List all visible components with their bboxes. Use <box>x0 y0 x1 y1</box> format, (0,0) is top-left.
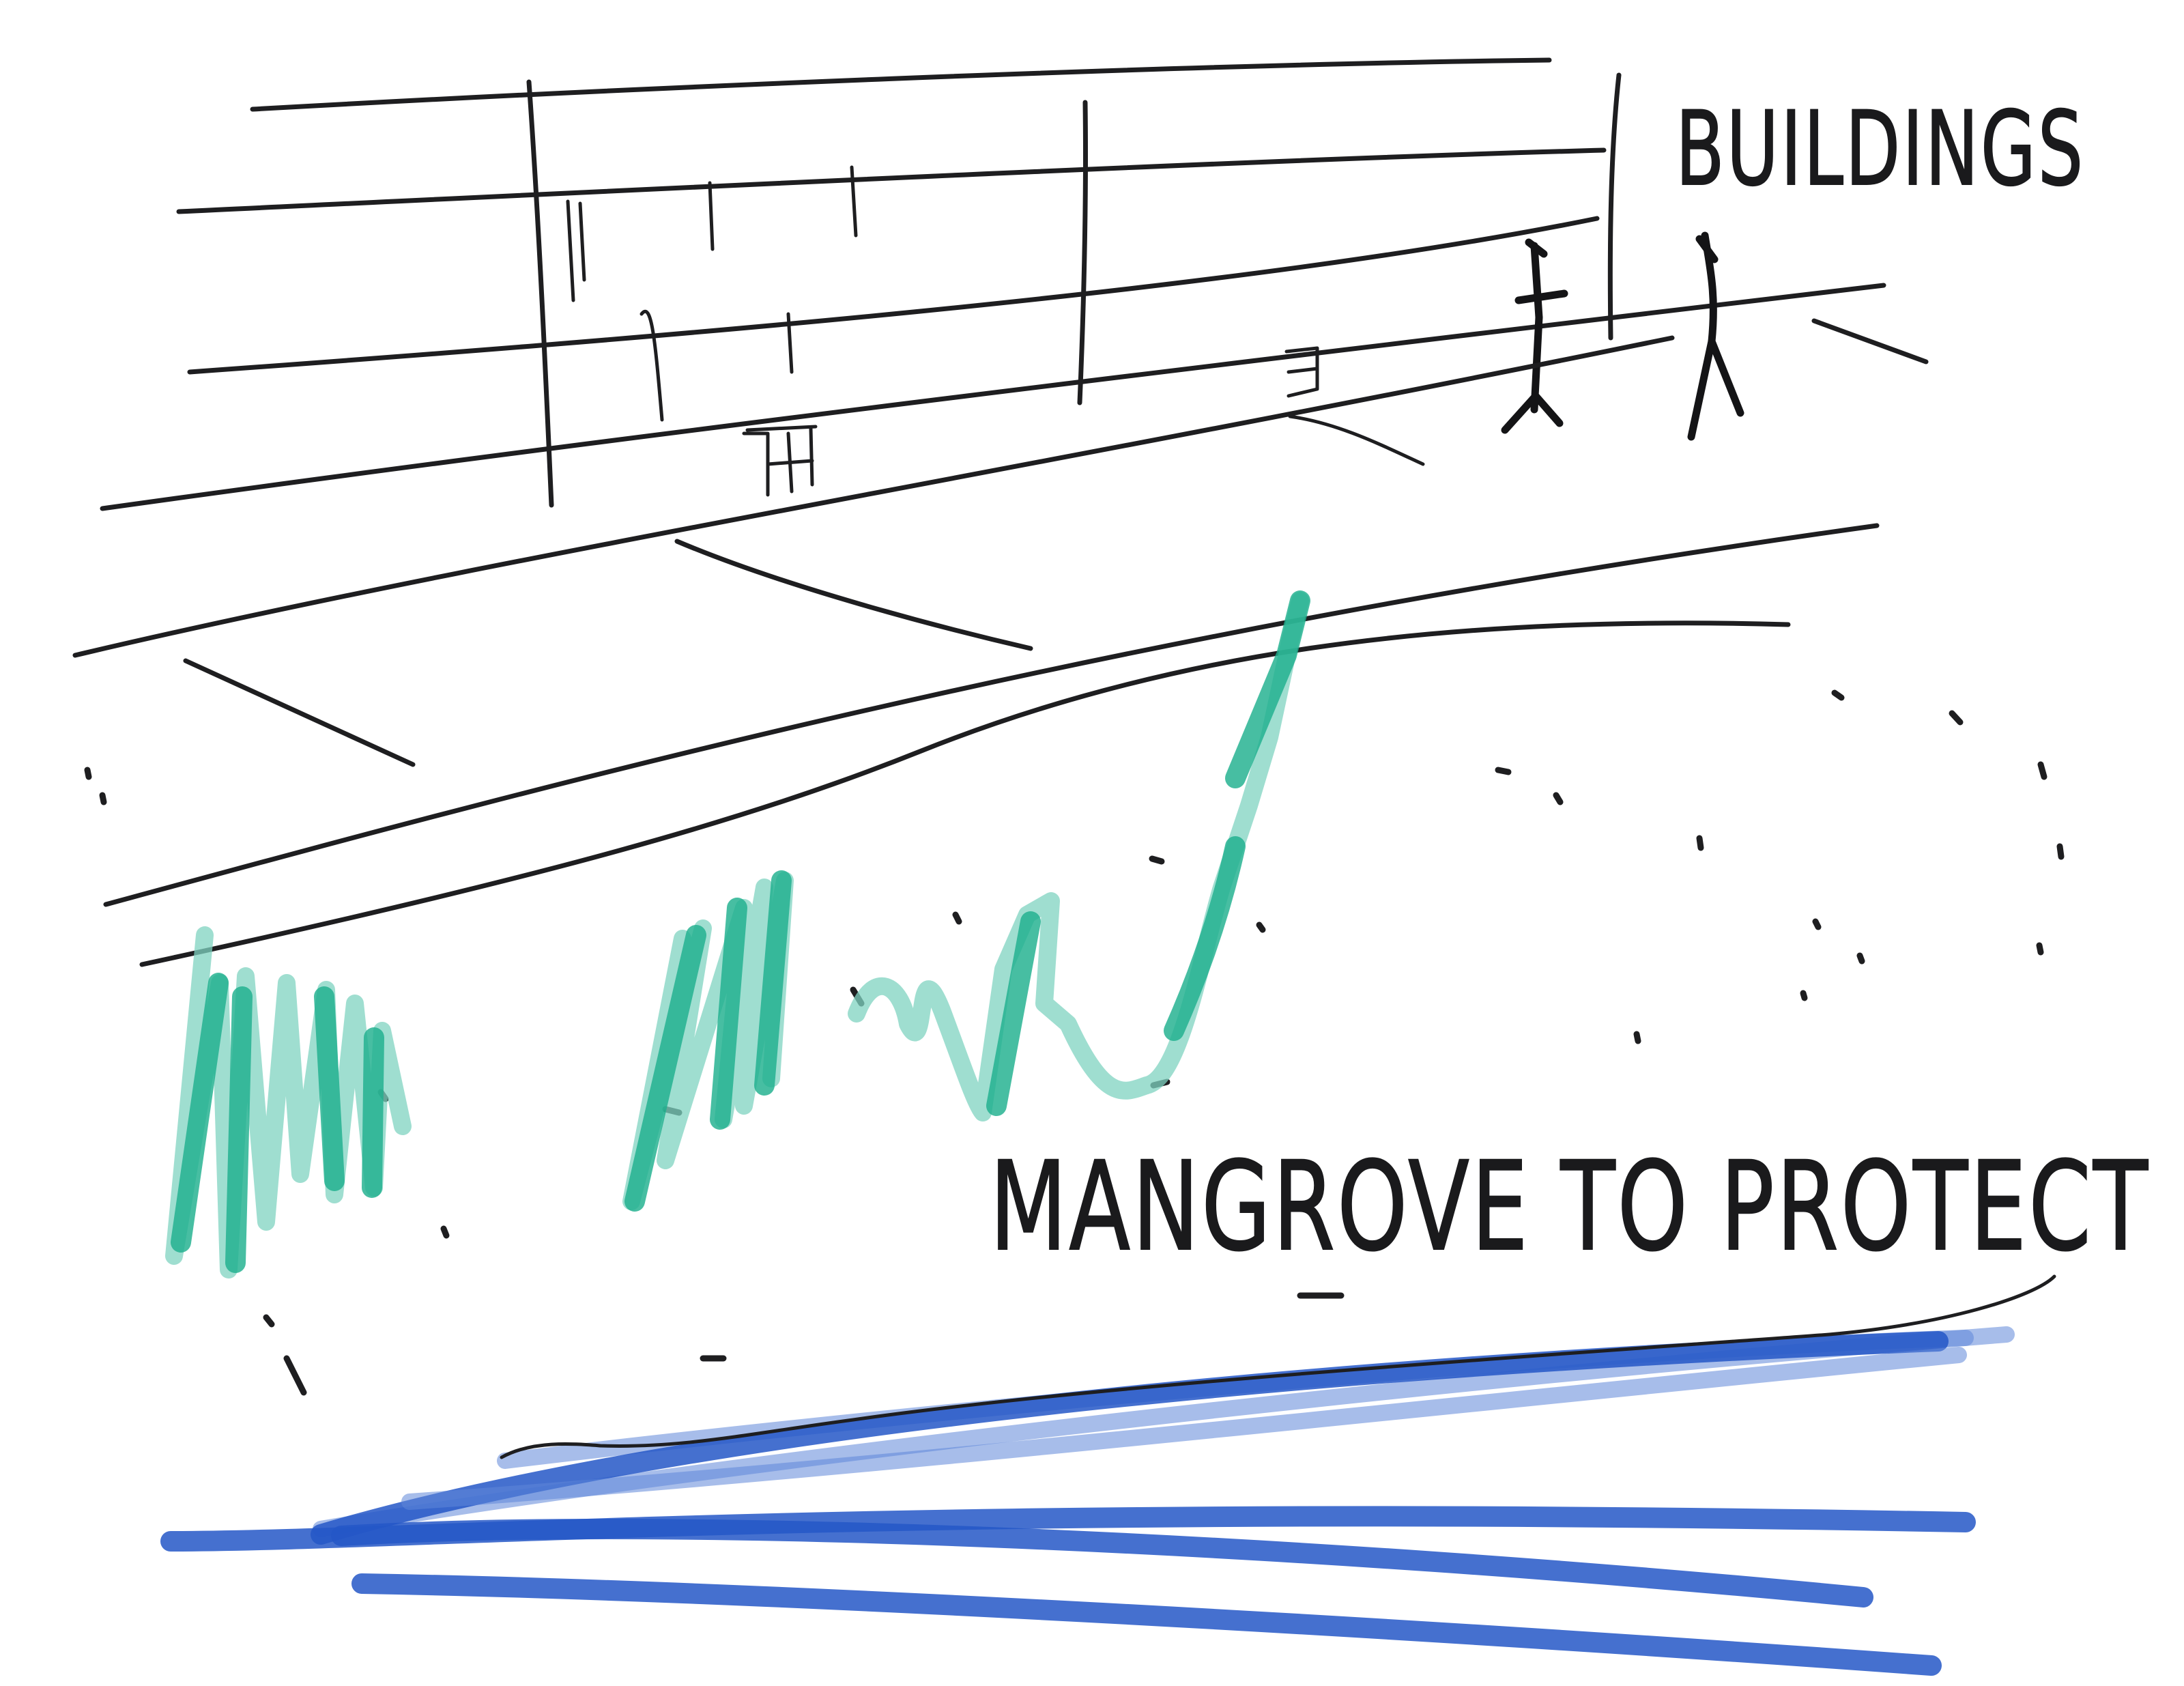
dot <box>440 1225 450 1239</box>
person-1-arm <box>1514 289 1568 304</box>
water-stroke-3 <box>331 1519 1873 1608</box>
dot <box>952 911 962 925</box>
dot <box>1553 792 1564 805</box>
bench-top <box>745 425 818 432</box>
building-facade <box>100 57 1886 511</box>
dot <box>99 792 107 805</box>
dot <box>1856 952 1865 965</box>
dot <box>1149 855 1165 865</box>
person-figure-2 <box>1687 231 1744 441</box>
facade-divider-1 <box>526 79 554 508</box>
water-stroke-4 <box>351 1573 1942 1676</box>
person-2-head <box>1695 235 1719 263</box>
sign-base <box>1288 414 1425 466</box>
window-tick-4 <box>850 165 858 238</box>
person-2-legs <box>1687 337 1744 441</box>
facade-line-2 <box>176 147 1607 214</box>
person-figure-1 <box>1501 238 1568 434</box>
facade-divider-2 <box>1077 100 1089 405</box>
dot <box>1800 990 1808 1001</box>
ground-line-2 <box>103 523 1880 907</box>
label-mangrove-to-protect: MANGROVE TO PROTECT <box>990 1136 2150 1278</box>
dot <box>84 767 92 780</box>
ramp-line-1 <box>674 539 1033 651</box>
dot <box>263 1314 275 1328</box>
dot <box>1949 710 1964 726</box>
dot <box>2036 942 2044 956</box>
facade-line-4 <box>100 283 1886 511</box>
facade-divider-3 <box>1607 72 1622 341</box>
mangrove-vegetation <box>165 590 1310 1278</box>
person-1-legs <box>1501 313 1564 434</box>
dot <box>2056 843 2065 860</box>
facade-line-3 <box>187 216 1600 375</box>
terrain-lines <box>72 318 1929 967</box>
facade-line-1 <box>250 57 1552 112</box>
walkway-edge-right <box>1811 318 1929 365</box>
bench-left <box>742 431 770 497</box>
window-tick-1 <box>566 199 575 302</box>
dot <box>2037 761 2048 780</box>
window-tick-2 <box>578 201 586 282</box>
dot <box>1812 918 1822 930</box>
water-wash-3 <box>401 1347 1967 1510</box>
mangrove-scribble-6 <box>986 590 1310 1116</box>
person-1-head <box>1525 238 1548 258</box>
mangrove-scribble-4 <box>624 870 792 1212</box>
label-buildings: BUILDINGS <box>1676 90 2085 209</box>
dot <box>1696 835 1704 851</box>
sign-bar <box>1287 367 1319 374</box>
water-strokes <box>160 1274 2056 1676</box>
bench-leg-2 <box>809 427 814 487</box>
window-tick-6 <box>786 312 794 374</box>
person-1-body <box>1530 242 1543 322</box>
ground-line-1 <box>72 335 1675 658</box>
window-tick-5 <box>640 309 664 422</box>
dot <box>1256 921 1266 933</box>
dot <box>1831 689 1845 701</box>
dot <box>283 1355 307 1396</box>
ramp-line-2 <box>183 658 416 767</box>
dot <box>1495 767 1512 775</box>
window-tick-3 <box>708 181 715 251</box>
water-outline <box>500 1274 2056 1459</box>
ground-line-3 <box>139 620 1791 967</box>
bench-leg-1 <box>786 431 794 494</box>
dot <box>1633 1031 1641 1044</box>
mangrove-scribble-2 <box>171 973 384 1273</box>
